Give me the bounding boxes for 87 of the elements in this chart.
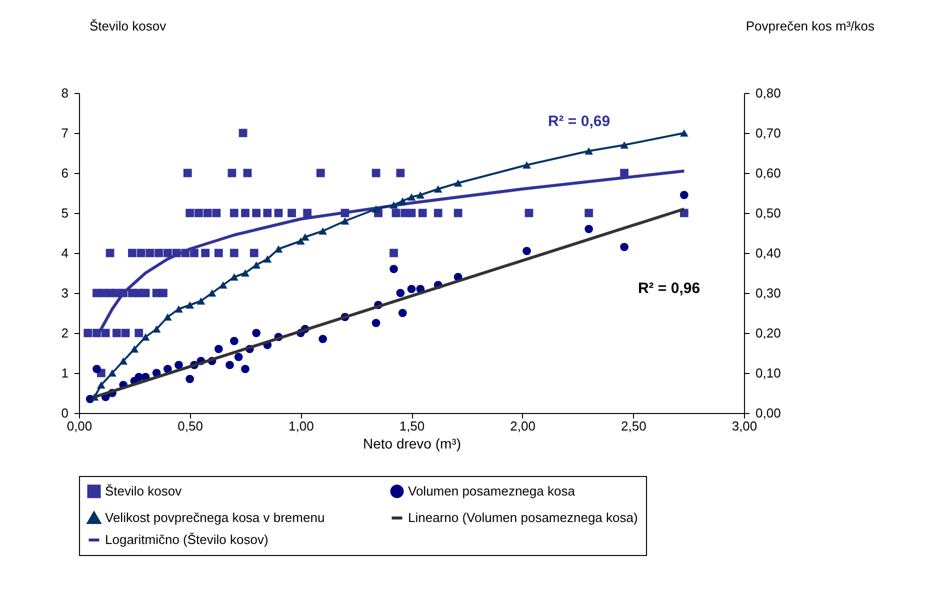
- x-tick-label: 1,50: [399, 418, 425, 434]
- point: [407, 193, 416, 201]
- point: [241, 269, 250, 277]
- point: [196, 297, 206, 305]
- y2-tick-label: 0,70: [756, 126, 781, 140]
- point: [398, 308, 407, 318]
- y-tick-label: 8: [61, 86, 68, 100]
- point: [186, 301, 194, 309]
- y2-tick-label: 0,10: [756, 366, 781, 380]
- point: [252, 328, 261, 338]
- annotation: R² = 0,69: [548, 113, 610, 130]
- point: [620, 141, 628, 149]
- y2-axis-title: Povprečen kos m³/kos: [746, 18, 875, 34]
- point: [234, 352, 243, 362]
- x-tick-label: 2,50: [621, 418, 646, 434]
- point: [174, 360, 183, 370]
- x-tick-label: 1,00: [288, 418, 314, 434]
- x-tick-label: 0,00: [66, 418, 92, 434]
- point: [398, 197, 407, 205]
- point: [680, 129, 688, 137]
- y-tick-label: 7: [61, 126, 68, 140]
- point: [263, 255, 272, 263]
- y-tick-label: 5: [61, 206, 68, 220]
- point: [230, 336, 238, 346]
- y2-tick-label: 0,50: [756, 206, 781, 220]
- point: [230, 273, 238, 281]
- point: [454, 179, 462, 187]
- point: [96, 381, 106, 389]
- point: [274, 245, 283, 253]
- point: [522, 246, 531, 256]
- point: [108, 369, 116, 377]
- point: [522, 161, 531, 169]
- legend-label: Velikost povprečnega kosa v bremenu: [105, 510, 325, 525]
- point: [396, 288, 405, 298]
- point: [318, 334, 328, 344]
- y-axis-title: Število kosov: [90, 18, 167, 34]
- point: [174, 305, 183, 313]
- point: [241, 364, 250, 374]
- y-tick-label: 6: [61, 166, 68, 180]
- legend-label: Število kosov: [105, 483, 182, 498]
- legend-label: Logaritmično (Število kosov): [105, 532, 268, 547]
- point: [119, 357, 128, 365]
- legend-label: Linearno (Volumen posameznega kosa): [408, 510, 638, 525]
- x-tick-label: 3,00: [732, 418, 758, 434]
- point: [584, 224, 594, 234]
- point: [620, 242, 628, 252]
- point: [141, 333, 150, 341]
- point: [92, 364, 101, 374]
- legend-label: Volumen posameznega kosa: [408, 483, 576, 498]
- point: [152, 325, 161, 333]
- point: [163, 313, 172, 321]
- point: [318, 227, 328, 235]
- point: [296, 237, 305, 245]
- y-tick-label: 3: [61, 286, 68, 300]
- point: [163, 364, 172, 374]
- point: [300, 233, 310, 241]
- point: [218, 281, 228, 289]
- point: [214, 344, 223, 354]
- point: [680, 190, 688, 200]
- point: [407, 284, 416, 294]
- y-tick-label: 0: [61, 406, 68, 420]
- y2-tick-label: 0,30: [756, 286, 781, 300]
- y2-tick-label: 0,60: [756, 166, 781, 180]
- point: [340, 217, 350, 225]
- point: [434, 185, 442, 193]
- point: [372, 318, 380, 328]
- point: [372, 205, 380, 213]
- x-tick-label: 0,50: [178, 418, 203, 434]
- y-tick-label: 1: [61, 366, 68, 380]
- y2-tick-label: 0,00: [756, 406, 781, 420]
- y2-tick-label: 0,40: [756, 246, 781, 260]
- point: [186, 374, 194, 384]
- point: [390, 201, 398, 209]
- y2-tick-label: 0,80: [756, 86, 781, 100]
- x-tick-label: 2,00: [510, 418, 536, 434]
- point: [208, 289, 216, 297]
- y-tick-label: 2: [61, 326, 68, 340]
- y-tick-label: 4: [61, 246, 68, 260]
- annotation: R² = 0,96: [638, 280, 700, 297]
- point: [390, 264, 398, 274]
- point: [416, 191, 425, 199]
- point: [252, 261, 261, 269]
- point: [130, 345, 139, 353]
- y2-tick-label: 0,20: [756, 326, 781, 340]
- x-axis-title: Neto drevo (m³): [362, 436, 462, 452]
- point: [584, 147, 594, 155]
- point: [226, 360, 234, 370]
